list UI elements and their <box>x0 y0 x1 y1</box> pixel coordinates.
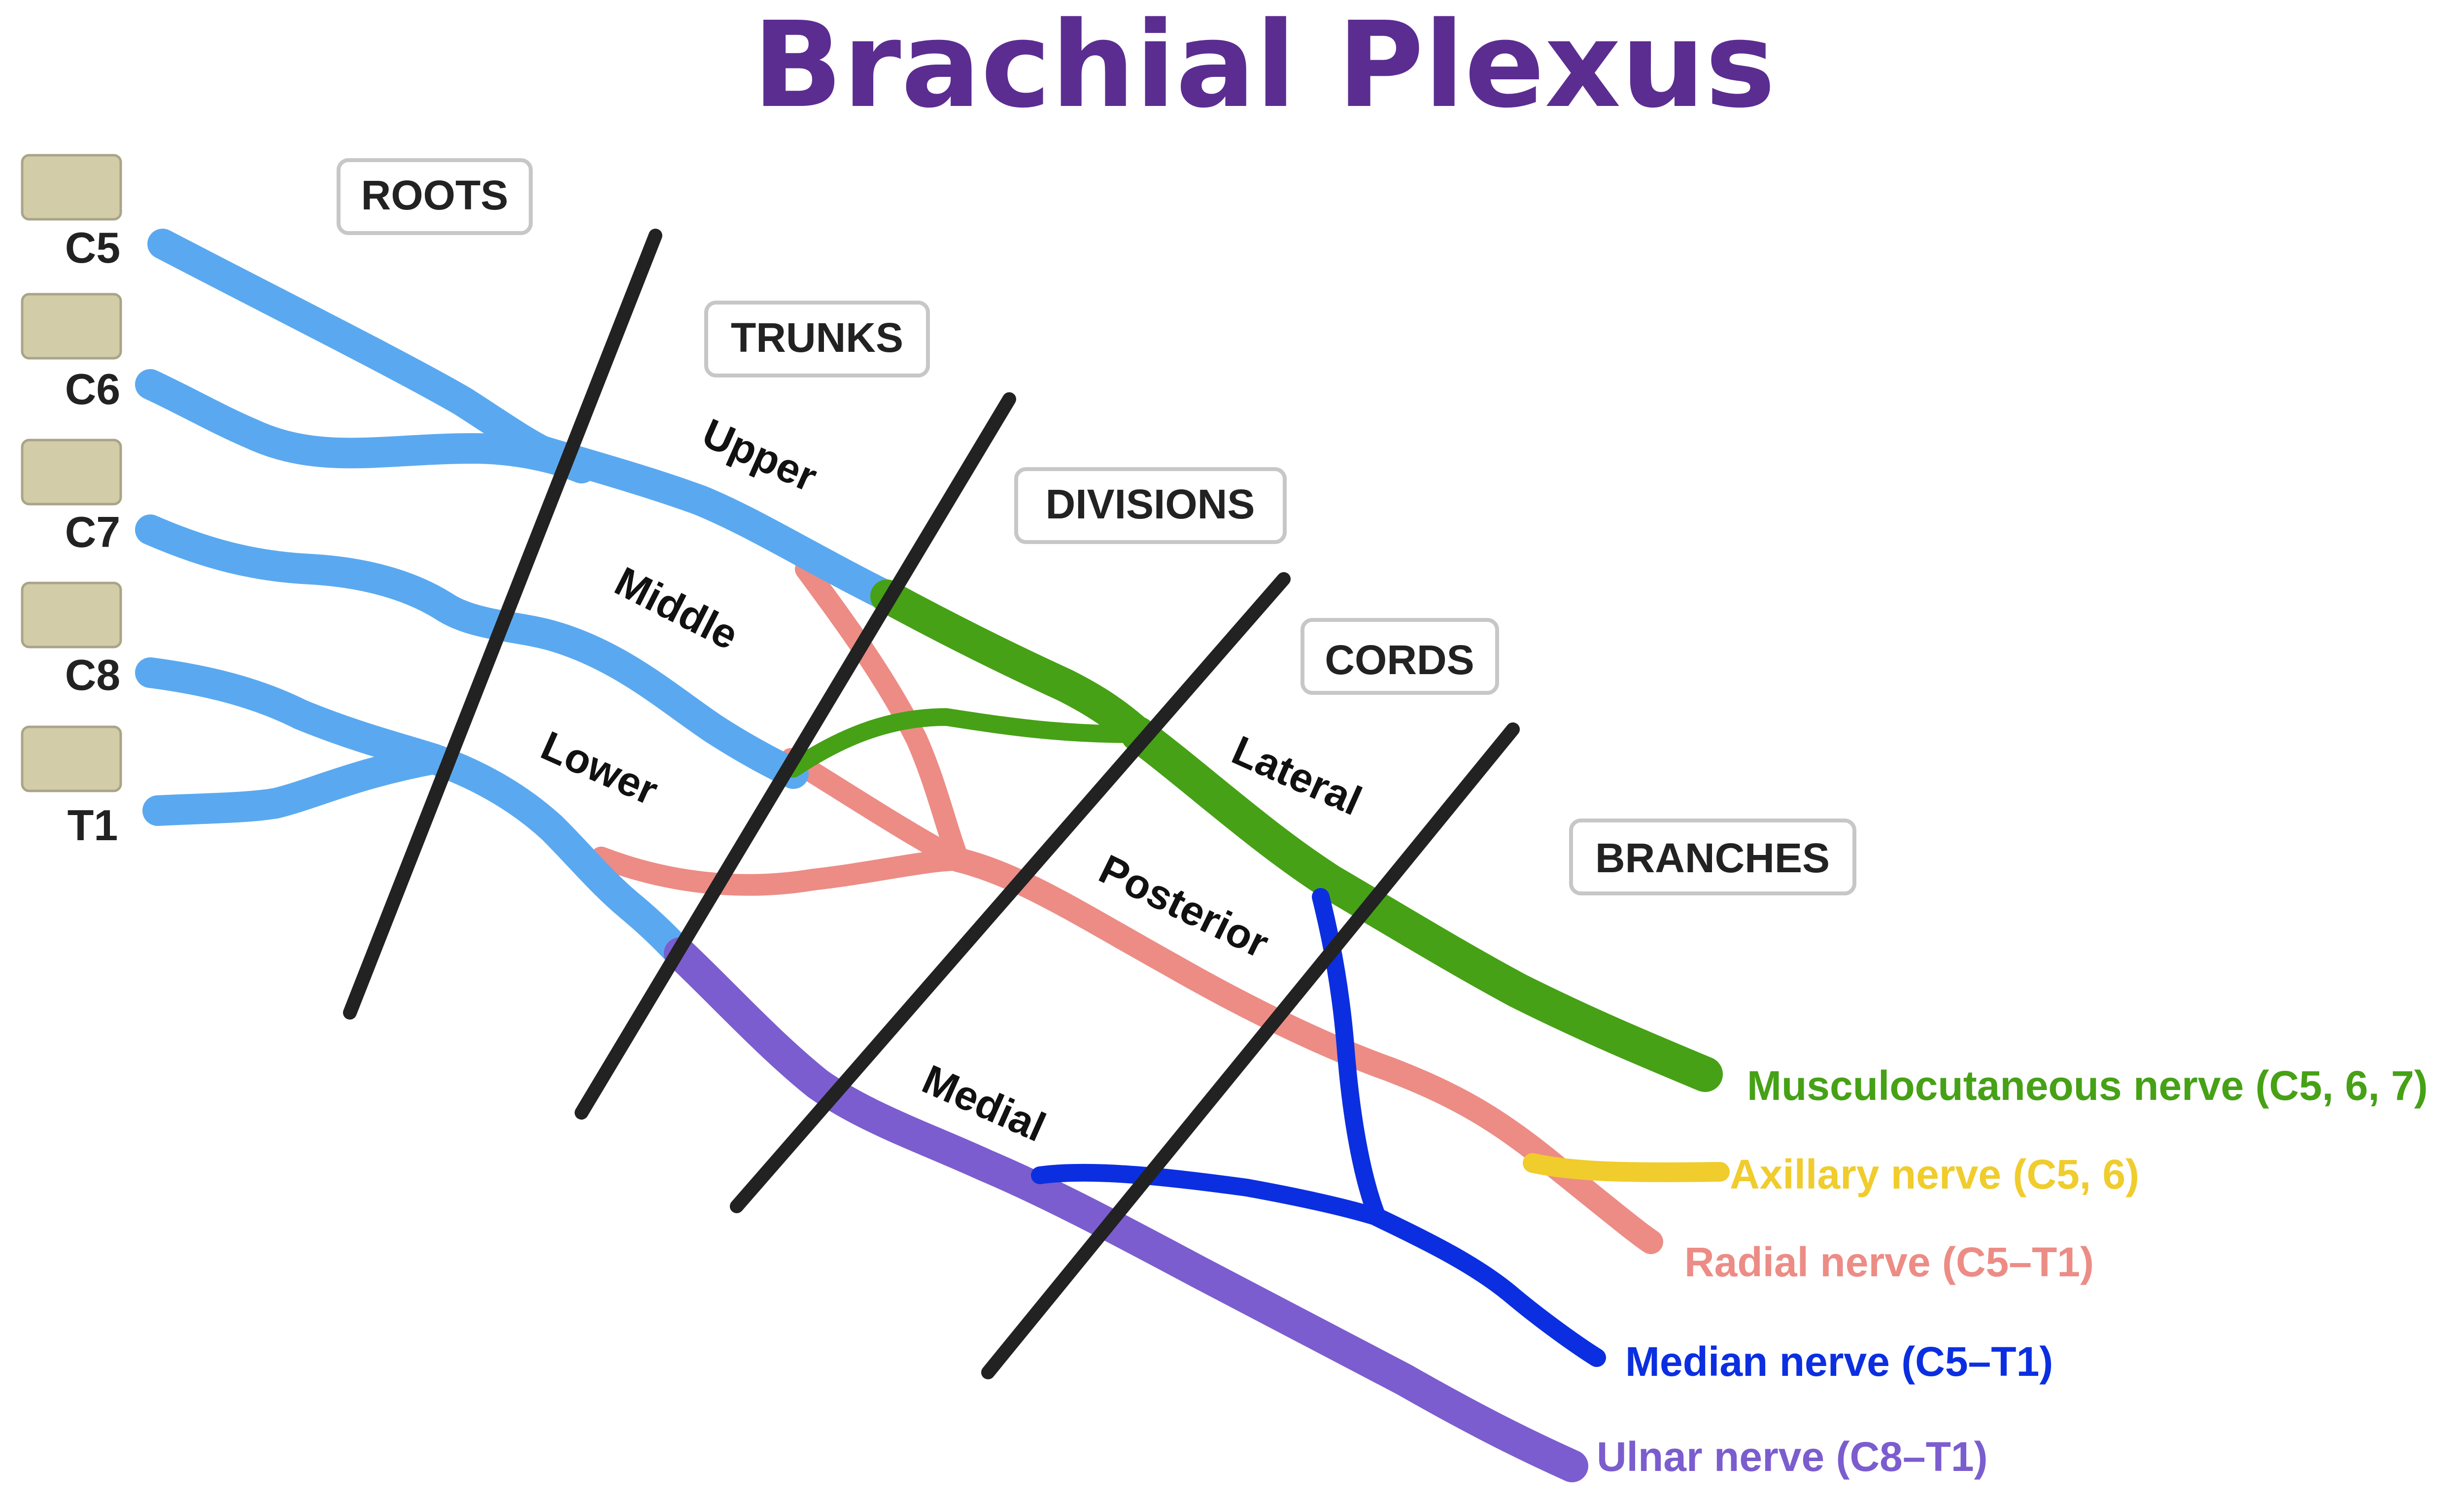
root-c8 <box>135 657 449 774</box>
lateral-cord-musculocutaneous <box>1121 717 1723 1092</box>
section-label-trunks: TRUNKS <box>731 314 903 361</box>
root-t1 <box>142 744 449 826</box>
median-lateral-root <box>1312 888 1386 1226</box>
divider-roots-trunks <box>343 229 662 1020</box>
roots-trunks-paths <box>135 229 902 974</box>
branch-label-axillary: Axillary nerve (C5, 6) <box>1730 1151 2139 1197</box>
root-c5 <box>147 229 557 466</box>
divider-trunks-divisions <box>575 392 1016 1120</box>
section-box-roots <box>337 158 533 235</box>
section-label-cords: CORDS <box>1325 637 1474 683</box>
branch-label-radial: Radial nerve (C5–T1) <box>1684 1239 2094 1285</box>
divider-cords-branches <box>981 722 1520 1379</box>
vertebra-label-c8: C8 <box>65 650 121 699</box>
vertebra-block-c5 <box>21 154 122 221</box>
section-labels: ROOTS TRUNKS DIVISIONS CORDS BRANCHES <box>337 158 1856 895</box>
vertebra-blocks <box>21 154 122 792</box>
section-dividers <box>343 229 1520 1379</box>
section-box-trunks <box>704 301 930 377</box>
median-paths <box>1031 888 1606 1367</box>
section-label-divisions: DIVISIONS <box>1046 481 1255 527</box>
vertebra-label-t1: T1 <box>68 801 118 850</box>
upper-trunk <box>527 436 902 612</box>
branch-label-ulnar: Ulnar nerve (C8–T1) <box>1597 1434 1988 1480</box>
section-label-branches: BRANCHES <box>1595 835 1830 881</box>
median-medial-root <box>1031 1163 1386 1226</box>
posterior-division-upper <box>795 558 969 871</box>
posterior-division-lower <box>590 847 969 896</box>
trunk-label-upper: Upper <box>696 410 824 501</box>
diagram-title: Brachial Plexus <box>753 0 1776 134</box>
posterior-division-middle <box>780 748 969 871</box>
vertebra-block-t1 <box>21 725 122 792</box>
branch-label-median: Median nerve (C5–T1) <box>1625 1338 2053 1385</box>
lateral-division-middle <box>785 708 1147 778</box>
vertebra-block-c8 <box>21 581 122 649</box>
axillary-nerve-path <box>1523 1153 1730 1182</box>
median-nerve <box>1368 1208 1606 1367</box>
vertebra-block-c6 <box>21 293 122 360</box>
divider-divisions-cords <box>730 572 1291 1213</box>
vertebra-label-c6: C6 <box>65 365 121 413</box>
branch-label-musculocutaneous: Musculocutaneous nerve (C5, 6, 7) <box>1747 1062 2428 1109</box>
lower-trunk <box>418 744 700 974</box>
vertebra-block-c7 <box>21 439 122 506</box>
section-box-branches <box>1569 819 1856 895</box>
vertebra-label-c5: C5 <box>65 223 121 272</box>
vertebra-label-c7: C7 <box>65 508 121 556</box>
trunk-label-lower: Lower <box>535 722 665 814</box>
trunk-label-middle: Middle <box>608 558 746 659</box>
section-box-cords <box>1300 618 1499 695</box>
root-c7-middle-trunk <box>135 514 809 789</box>
branch-labels: Musculocutaneous nerve (C5, 6, 7) Axilla… <box>1597 1062 2428 1480</box>
section-box-divisions <box>1014 467 1287 544</box>
lateral-division-upper <box>870 580 1155 751</box>
lateral-paths <box>785 580 1723 1092</box>
section-label-roots: ROOTS <box>361 172 509 218</box>
medial-cord-ulnar-path <box>664 937 1588 1482</box>
